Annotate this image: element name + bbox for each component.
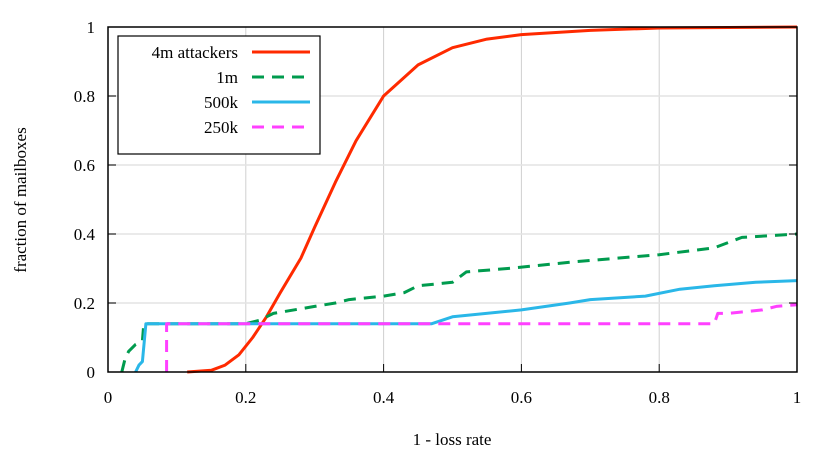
- x-axis-label: 1 - loss rate: [413, 430, 492, 449]
- series-line-2: [120, 232, 798, 373]
- y-tick-label: 0.6: [74, 156, 95, 175]
- y-tick-label: 0.8: [74, 87, 95, 106]
- y-tick-label: 0: [87, 363, 96, 382]
- legend-label: 1m: [216, 68, 238, 87]
- grid: [108, 27, 797, 372]
- legend-box: [117, 35, 321, 155]
- legend-label: 4m attackers: [152, 43, 238, 62]
- x-tick-label: 0.6: [511, 388, 532, 407]
- series-line-4: [165, 303, 798, 372]
- x-tick-label: 0: [104, 388, 113, 407]
- y-tick-label: 0.2: [74, 294, 95, 313]
- plot-frame: [107, 26, 798, 373]
- y-tick-label: 1: [87, 18, 96, 37]
- legend: 4m attackers 1m 500k 250k: [117, 35, 321, 155]
- legend-label: 250k: [204, 118, 239, 137]
- y-tick-label: 0.4: [74, 225, 96, 244]
- series-line-1: [187, 25, 798, 374]
- y-axis-label: fraction of mailboxes: [11, 127, 30, 272]
- x-tick-label: 0.4: [373, 388, 395, 407]
- x-tick-label: 1: [793, 388, 802, 407]
- series-lines: [120, 25, 798, 374]
- ticks: 0 0.2 0.4 0.6 0.8 1 0 0.2 0.4 0.6 0.8 1: [74, 18, 802, 407]
- legend-label: 500k: [204, 93, 239, 112]
- series-line-3: [134, 279, 798, 373]
- x-tick-label: 0.2: [235, 388, 256, 407]
- x-tick-label: 0.8: [649, 388, 670, 407]
